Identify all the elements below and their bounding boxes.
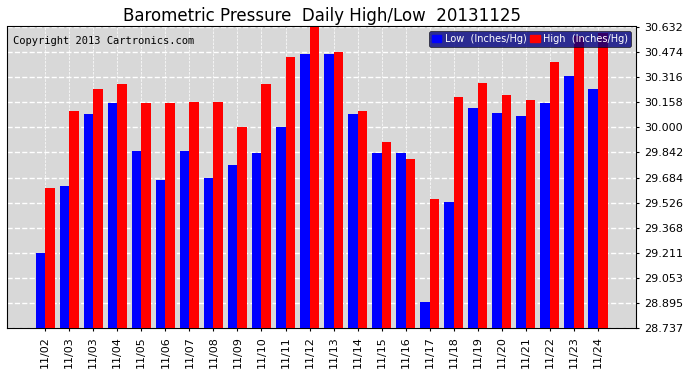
Bar <box>166 103 175 328</box>
Bar <box>550 62 560 328</box>
Bar <box>477 82 487 328</box>
Bar <box>228 165 237 328</box>
Bar <box>589 89 598 328</box>
Bar <box>444 202 454 328</box>
Bar <box>93 89 103 328</box>
Bar <box>406 159 415 328</box>
Bar <box>469 108 477 328</box>
Bar <box>262 84 271 328</box>
Text: Copyright 2013 Cartronics.com: Copyright 2013 Cartronics.com <box>13 36 195 45</box>
Bar <box>189 102 199 328</box>
Bar <box>286 57 295 328</box>
Bar <box>141 103 151 328</box>
Bar <box>348 114 357 328</box>
Bar <box>357 111 367 328</box>
Bar <box>333 52 343 328</box>
Title: Barometric Pressure  Daily High/Low  20131125: Barometric Pressure Daily High/Low 20131… <box>123 7 520 25</box>
Bar <box>180 151 189 328</box>
Bar <box>108 103 117 328</box>
Bar <box>237 127 247 328</box>
Bar <box>117 84 127 328</box>
Bar <box>276 127 286 328</box>
Bar <box>598 33 608 328</box>
Bar <box>372 153 382 328</box>
Bar <box>516 116 526 328</box>
Bar <box>492 113 502 328</box>
Legend: Low  (Inches/Hg), High  (Inches/Hg): Low (Inches/Hg), High (Inches/Hg) <box>428 32 631 47</box>
Bar <box>502 95 511 328</box>
Bar <box>83 114 93 328</box>
Bar <box>213 102 223 328</box>
Bar <box>69 111 79 328</box>
Bar <box>564 76 574 328</box>
Bar <box>526 100 535 328</box>
Bar <box>382 141 391 328</box>
Bar <box>156 180 166 328</box>
Bar <box>454 97 464 328</box>
Bar <box>132 151 141 328</box>
Bar <box>36 253 45 328</box>
Bar <box>396 153 406 328</box>
Bar <box>59 186 69 328</box>
Bar <box>324 54 333 328</box>
Bar <box>45 188 55 328</box>
Bar <box>300 54 310 328</box>
Bar <box>420 303 430 328</box>
Bar <box>204 178 213 328</box>
Bar <box>430 199 440 328</box>
Bar <box>310 27 319 328</box>
Bar <box>540 103 550 328</box>
Bar <box>252 153 262 328</box>
Bar <box>574 36 584 328</box>
